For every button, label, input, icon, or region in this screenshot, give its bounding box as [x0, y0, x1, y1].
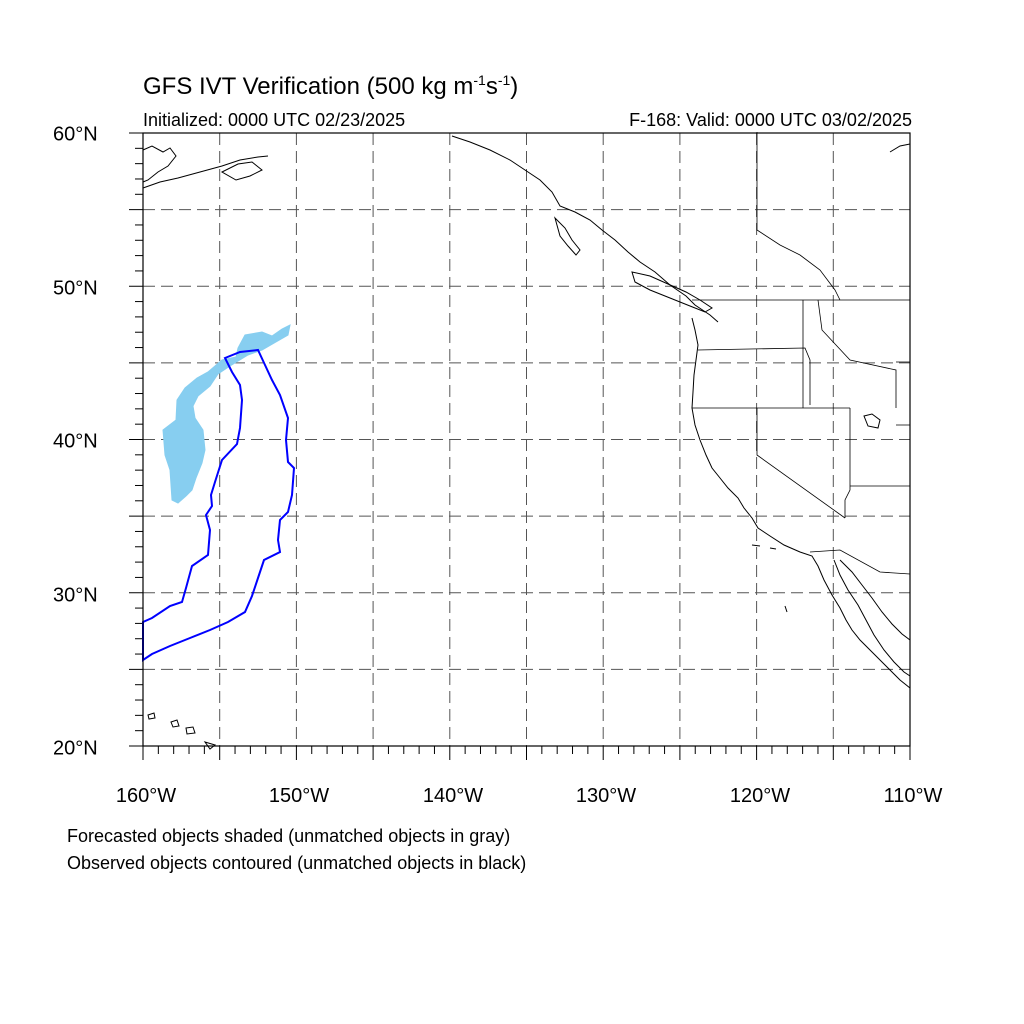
- state-borders: [692, 132, 911, 575]
- lat-label-20: 20°N: [53, 737, 98, 760]
- footnote-observed: Observed objects contoured (unmatched ob…: [67, 853, 527, 873]
- lat-label-60: 60°N: [53, 123, 98, 146]
- coastlines: [142, 135, 911, 750]
- map-title: GFS IVT Verification (500 kg m-1s-1): [143, 72, 519, 100]
- alaska-coast: [142, 145, 177, 183]
- lat-label-30: 30°N: [53, 584, 98, 607]
- lon-label-140w: 140°W: [422, 785, 484, 807]
- gulf-california-west: [833, 559, 911, 677]
- forecast-ivt-object: [162, 324, 291, 504]
- hawaii-islands: [147, 712, 217, 750]
- channel-islands: [751, 544, 788, 613]
- haida-gwaii: [554, 216, 581, 256]
- initialized-time: Initialized: 0000 UTC 02/23/2025: [143, 110, 406, 130]
- lat-label-40: 40°N: [53, 430, 98, 453]
- ne-coast-top: [889, 143, 911, 153]
- footnote-forecast: Forecasted objects shaded (unmatched obj…: [67, 826, 511, 846]
- lon-label-150w: 150°W: [268, 785, 330, 807]
- axis-ticks: [129, 132, 911, 760]
- lon-label-120w: 120°W: [729, 785, 791, 807]
- vancouver-island: [631, 271, 713, 313]
- bc-coast: [451, 135, 719, 323]
- us-west-coast: [691, 317, 911, 689]
- gulf-california-east: [839, 559, 911, 641]
- map-frame: [142, 132, 911, 747]
- lon-label-160w: 160°W: [115, 785, 177, 807]
- alaska-islands: [220, 161, 263, 181]
- lon-label-110w: 110°W: [883, 785, 943, 807]
- lat-label-50: 50°N: [53, 277, 98, 300]
- lake: [863, 413, 881, 429]
- grid-lines: [143, 133, 910, 746]
- valid-time: F-168: Valid: 0000 UTC 03/02/2025: [629, 110, 912, 130]
- observed-ivt-object: [142, 348, 296, 662]
- lon-label-130w: 130°W: [575, 785, 637, 807]
- alaska-coast-south: [142, 155, 269, 189]
